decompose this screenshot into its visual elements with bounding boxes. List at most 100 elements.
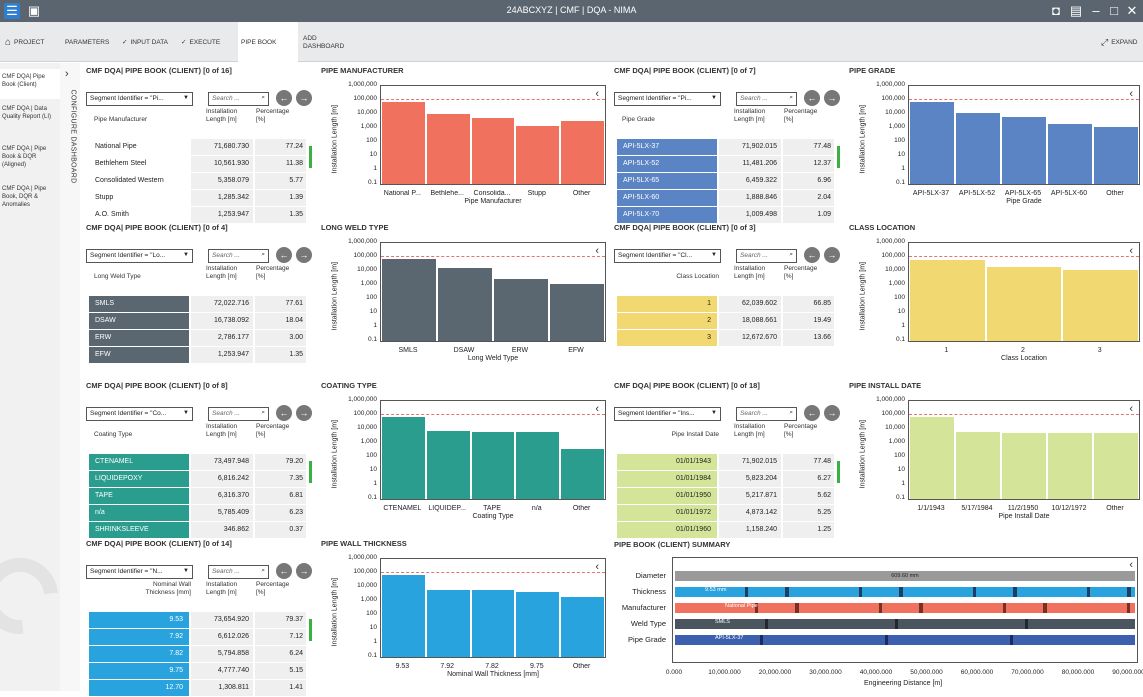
close-icon[interactable]: ✕ [1124,3,1140,19]
chart-bar[interactable] [382,575,425,657]
chevron-left-icon[interactable]: ‹ [1129,559,1133,571]
prev-button[interactable]: ← [276,405,292,421]
chart-plot[interactable]: ‹ [380,558,606,658]
chart-bar[interactable] [987,267,1062,341]
sidebar-item-pipe-book[interactable]: CMF DQA| Pipe Book (Client) [0,69,60,99]
search-input[interactable]: Search ...⌕ [208,249,269,263]
chevron-left-icon[interactable]: ‹ [1129,245,1133,257]
scrollbar[interactable] [837,146,840,168]
column-header[interactable]: Percentage[%] [784,108,834,136]
chevron-left-icon[interactable]: ‹ [595,245,599,257]
segment-filter-dropdown[interactable]: Segment Identifier = "Ins...▼ [614,407,721,421]
chart-plot[interactable]: ‹ [380,242,606,342]
chart-bar[interactable] [472,432,515,499]
chart-bar[interactable] [561,121,604,184]
chart-bar[interactable] [910,102,954,184]
scrollbar[interactable] [309,461,312,483]
chart-bar[interactable] [438,268,492,341]
chart-bar[interactable] [1094,127,1138,184]
next-button[interactable]: → [296,405,312,421]
configure-dashboard-strip[interactable]: › CONFIGURE DASHBOARD [60,63,80,691]
search-input[interactable]: Search ...⌕ [208,565,269,579]
next-button[interactable]: → [824,247,840,263]
chart-bar[interactable] [561,449,604,499]
chart-bar[interactable] [910,417,954,499]
chart-plot[interactable]: ‹ [380,400,606,500]
nav-input-data[interactable]: ✓INPUT DATA [119,22,171,62]
next-button[interactable]: → [296,247,312,263]
scrollbar[interactable] [309,619,312,641]
column-header[interactable]: Percentage[%] [784,265,834,293]
sidebar-item-aligned[interactable]: CMF DQA | Pipe Book & DQR (Aligned) [0,145,60,179]
maximize-icon[interactable]: □ [1106,3,1122,19]
chart-bar[interactable] [910,260,985,341]
sidebar-item-data-quality[interactable]: CMF DQA | Data Quality Report (LI) [0,105,60,139]
search-input[interactable]: Search ...⌕ [208,407,269,421]
chart-plot[interactable]: ‹ [908,400,1140,500]
next-button[interactable]: → [824,405,840,421]
prev-button[interactable]: ← [276,247,292,263]
chevron-left-icon[interactable]: ‹ [1129,88,1133,100]
scrollbar[interactable] [837,461,840,483]
prev-button[interactable]: ← [804,90,820,106]
chart-bar[interactable] [427,431,470,499]
column-header[interactable]: Nominal Wall Thickness [mm] [126,581,191,609]
chart-bar[interactable] [956,432,1000,499]
chart-bar[interactable] [1048,433,1092,499]
chevron-left-icon[interactable]: ‹ [595,561,599,573]
segment-filter-dropdown[interactable]: Segment Identifier = "Cl...▼ [614,249,721,263]
sidebar-item-anomalies[interactable]: CMF DQA | Pipe Book, DQR & Anomalies [0,185,60,225]
segment-filter-dropdown[interactable]: Segment Identifier = "N...▼ [86,565,193,579]
segment-filter-dropdown[interactable]: Segment Identifier = "Lo...▼ [86,249,193,263]
document-icon[interactable]: ▤ [1068,3,1084,19]
prev-button[interactable]: ← [276,90,292,106]
chart-plot[interactable]: ‹ [908,85,1140,185]
nav-parameters[interactable]: PARAMETERS [62,22,112,62]
next-button[interactable]: → [824,90,840,106]
chart-bar[interactable] [561,597,604,657]
prev-button[interactable]: ← [804,247,820,263]
minimize-icon[interactable]: – [1088,3,1104,19]
nav-project[interactable]: ⌂PROJECT [2,22,47,62]
segment-filter-dropdown[interactable]: Segment Identifier = "Co...▼ [86,407,193,421]
segment-filter-dropdown[interactable]: Segment Identifier = "Pi...▼ [86,92,193,106]
next-button[interactable]: → [296,90,312,106]
chart-bar[interactable] [956,113,1000,184]
search-input[interactable]: Search ...⌕ [736,407,797,421]
search-input[interactable]: Search ...⌕ [736,92,797,106]
scrollbar[interactable] [309,146,312,168]
prev-button[interactable]: ← [276,563,292,579]
column-header[interactable]: Percentage[%] [256,265,306,293]
chart-bar[interactable] [472,590,515,657]
chart-bar[interactable] [1063,270,1138,341]
chart-bar[interactable] [516,126,559,184]
column-header[interactable]: Percentage[%] [784,423,834,451]
chart-bar[interactable] [382,102,425,184]
next-button[interactable]: → [296,563,312,579]
